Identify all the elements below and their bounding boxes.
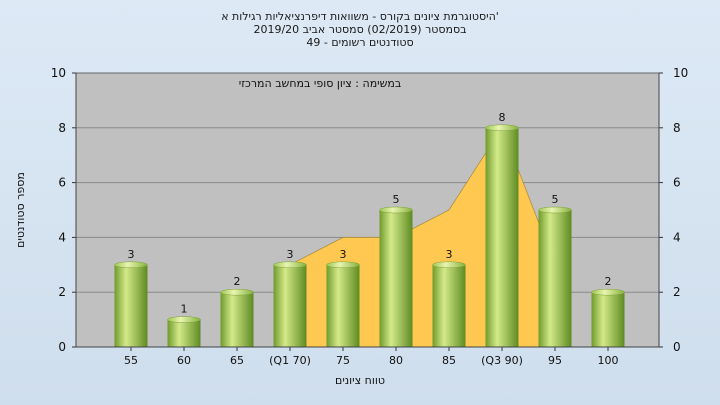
histogram-bar-cap: [220, 288, 254, 296]
bar-value-label: 3: [340, 248, 347, 261]
y-tick-label-left: 10: [51, 66, 66, 80]
bar-value-label: 1: [181, 303, 188, 316]
histogram-bar-cap: [432, 261, 466, 269]
chart-title: היסטוגרמת ציונים בקורס - משוואות דיפרנצי…: [221, 10, 499, 23]
histogram-bar-cap: [273, 261, 307, 269]
histogram-bar: [114, 264, 148, 347]
x-tick-label: 75: [336, 354, 350, 367]
histogram-bar-cap: [379, 206, 413, 214]
bar-value-label: 2: [605, 275, 612, 288]
enrolled-count: סטודנטים רשומים - 49: [306, 36, 414, 49]
y-tick-label-left: 4: [58, 230, 66, 244]
histogram-bar: [326, 264, 360, 347]
histogram-bar: [591, 292, 625, 347]
x-tick-label: 65: [230, 354, 244, 367]
x-axis-label: טווח ציונים: [335, 374, 385, 387]
x-tick-label: (Q1 70): [269, 354, 311, 367]
histogram-bar-cap: [538, 206, 572, 214]
x-tick-label: 80: [389, 354, 403, 367]
bar-value-label: 8: [499, 111, 506, 124]
chart-subtitle: בסמסטר (02/2019) סמסטר אביב 2019/20: [253, 23, 467, 36]
histogram-bar: [273, 264, 307, 347]
y-tick-label-right: 6: [673, 176, 681, 190]
chart-annotation: במשימה : ציון סופי במחשב המרכזי: [239, 77, 402, 90]
histogram-bar-cap: [326, 261, 360, 269]
histogram-bar-cap: [485, 124, 519, 132]
y-tick-label-left: 0: [58, 340, 66, 354]
histogram-bar: [432, 264, 466, 347]
y-tick-label-right: 0: [673, 340, 681, 354]
histogram-bar: [379, 210, 413, 347]
x-tick-label: 55: [124, 354, 138, 367]
x-tick-label: 95: [548, 354, 562, 367]
y-axis-label: מספר סטודנטים: [14, 172, 27, 248]
histogram-bar: [485, 127, 519, 347]
bar-value-label: 5: [552, 193, 559, 206]
histogram-bar-cap: [114, 261, 148, 269]
x-tick-label: 60: [177, 354, 191, 367]
y-tick-label-left: 6: [58, 176, 66, 190]
histogram-bar-cap: [167, 316, 201, 323]
histogram-bar: [167, 319, 201, 347]
y-tick-label-left: 8: [58, 121, 66, 135]
y-tick-label-right: 8: [673, 121, 681, 135]
y-tick-label-right: 4: [673, 230, 681, 244]
bar-value-label: 3: [446, 248, 453, 261]
bar-value-label: 3: [287, 248, 294, 261]
histogram-bar: [220, 292, 254, 347]
y-tick-label-right: 10: [673, 66, 688, 80]
x-tick-label: 100: [598, 354, 619, 367]
bar-value-label: 5: [393, 193, 400, 206]
bar-value-label: 2: [234, 275, 241, 288]
x-tick-label: (Q3 90): [481, 354, 523, 367]
chart-title-block: היסטוגרמת ציונים בקורס - משוואות דיפרנצי…: [0, 10, 720, 49]
histogram-bar: [538, 210, 572, 347]
y-tick-label-right: 2: [673, 285, 681, 299]
x-tick-label: 85: [442, 354, 456, 367]
y-tick-label-left: 2: [58, 285, 66, 299]
bar-value-label: 3: [128, 248, 135, 261]
histogram-bar-cap: [591, 288, 625, 296]
